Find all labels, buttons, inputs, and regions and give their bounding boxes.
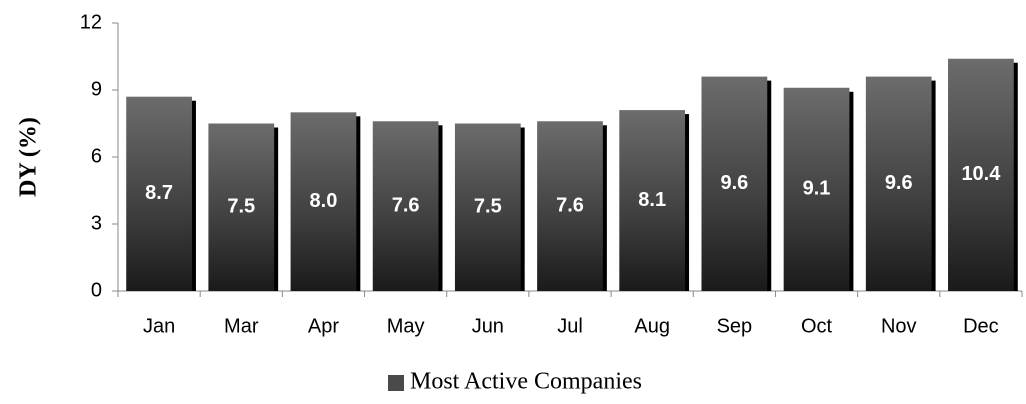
data-label: 7.6 bbox=[556, 194, 584, 216]
y-tick-label: 3 bbox=[91, 212, 102, 234]
x-tick-label: Oct bbox=[801, 315, 833, 337]
y-tick-label: 0 bbox=[91, 279, 102, 301]
x-tick-label: Jun bbox=[472, 315, 504, 337]
x-tick-label: Apr bbox=[308, 315, 339, 337]
bar bbox=[290, 112, 357, 291]
data-label: 8.1 bbox=[638, 189, 666, 211]
x-tick-label: Jan bbox=[143, 315, 175, 337]
bar bbox=[537, 121, 603, 292]
bar bbox=[208, 123, 275, 291]
y-tick-label: 6 bbox=[91, 145, 102, 167]
bar bbox=[701, 76, 768, 291]
x-tick-label: Mar bbox=[224, 315, 259, 337]
x-tick-label: Jul bbox=[557, 315, 583, 337]
x-tick-label: Aug bbox=[634, 315, 670, 337]
bar bbox=[372, 121, 439, 292]
x-tick-label: May bbox=[387, 315, 425, 337]
data-label: 9.1 bbox=[803, 178, 831, 200]
legend-swatch bbox=[388, 375, 405, 391]
bar bbox=[126, 96, 192, 291]
bar bbox=[948, 58, 1014, 291]
bar bbox=[454, 123, 521, 291]
x-tick-label: Sep bbox=[717, 315, 753, 337]
data-label: 7.5 bbox=[227, 196, 255, 218]
data-label: 8.0 bbox=[310, 190, 338, 212]
bar bbox=[619, 110, 686, 291]
y-tick-label: 12 bbox=[80, 11, 102, 33]
data-label: 7.5 bbox=[474, 196, 502, 218]
x-tick-label: Nov bbox=[881, 315, 917, 337]
data-label: 8.7 bbox=[145, 182, 173, 204]
data-label: 9.6 bbox=[885, 172, 913, 194]
y-tick-label: 9 bbox=[91, 78, 102, 100]
data-label: 7.6 bbox=[392, 194, 420, 216]
y-axis-label: DY (%) bbox=[16, 117, 42, 197]
bar bbox=[783, 87, 850, 292]
data-label: 10.4 bbox=[961, 163, 1001, 185]
data-label: 9.6 bbox=[720, 172, 748, 194]
x-tick-label: Dec bbox=[963, 315, 999, 337]
legend-label: Most Active Companies bbox=[410, 369, 642, 395]
bar bbox=[865, 76, 932, 291]
